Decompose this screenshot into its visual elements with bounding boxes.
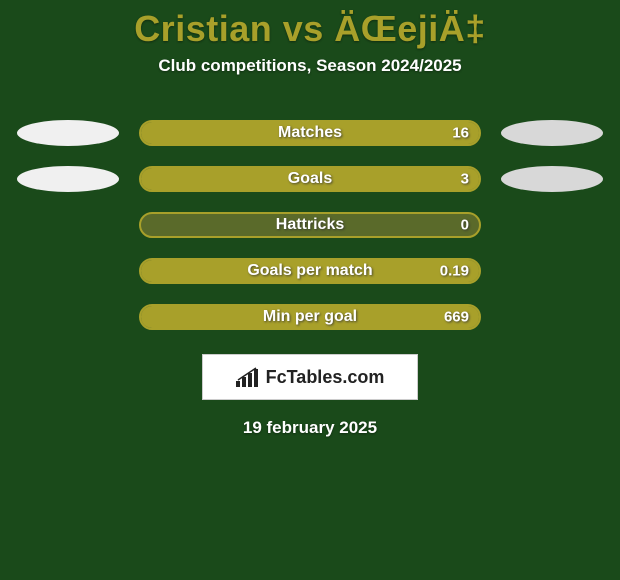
stat-value: 669 — [444, 309, 469, 326]
stat-bar: Hattricks 0 — [139, 212, 481, 238]
bar-chart-icon — [236, 367, 262, 387]
stat-label: Matches — [278, 124, 342, 142]
stat-row: Min per goal 669 — [0, 304, 620, 330]
stat-row: Hattricks 0 — [0, 212, 620, 238]
logo-text: FcTables.com — [266, 367, 385, 388]
page-title: Cristian vs ÄŒejiÄ‡ — [0, 0, 620, 50]
stat-value: 0 — [461, 217, 469, 234]
stat-value: 3 — [461, 171, 469, 188]
player-ellipse-left — [17, 120, 119, 146]
stat-label: Min per goal — [263, 308, 357, 326]
stat-bar: Goals 3 — [139, 166, 481, 192]
date-label: 19 february 2025 — [0, 418, 620, 438]
stat-value: 0.19 — [440, 263, 469, 280]
infographic-container: Cristian vs ÄŒejiÄ‡ Club competitions, S… — [0, 0, 620, 580]
logo-area: FcTables.com — [0, 354, 620, 400]
stat-row: Goals 3 — [0, 166, 620, 192]
player-ellipse-right — [501, 166, 603, 192]
stat-row: Matches 16 — [0, 120, 620, 146]
stat-bar: Min per goal 669 — [139, 304, 481, 330]
stat-value: 16 — [452, 125, 469, 142]
stat-label: Goals per match — [247, 262, 372, 280]
stats-list: Matches 16 Goals 3 Hattricks 0 Goals per match… — [0, 120, 620, 330]
fctables-logo[interactable]: FcTables.com — [202, 354, 418, 400]
stat-label: Goals — [288, 170, 332, 188]
player-ellipse-left — [17, 166, 119, 192]
player-ellipse-right — [501, 120, 603, 146]
stat-bar: Goals per match 0.19 — [139, 258, 481, 284]
page-subtitle: Club competitions, Season 2024/2025 — [0, 56, 620, 76]
stat-row: Goals per match 0.19 — [0, 258, 620, 284]
stat-label: Hattricks — [276, 216, 344, 234]
stat-bar: Matches 16 — [139, 120, 481, 146]
